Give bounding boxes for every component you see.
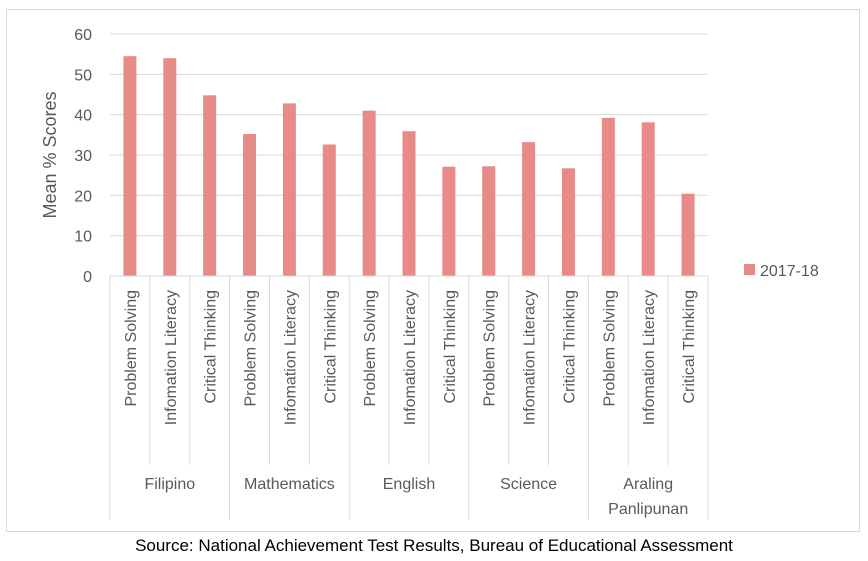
category-label: Problem Solving (243, 290, 260, 407)
category-label: Critical Thinking (681, 290, 698, 404)
bar (601, 117, 615, 276)
category-label: Critical Thinking (203, 290, 220, 404)
category-label: Problem Solving (123, 290, 140, 407)
bars (123, 56, 695, 277)
category-label: Critical Thinking (442, 290, 459, 404)
bar (243, 134, 257, 276)
y-tick-label: 0 (83, 269, 92, 286)
group-label: Panlipunan (608, 501, 688, 518)
y-tick-label: 30 (74, 148, 92, 165)
bar (163, 58, 177, 277)
bar (402, 131, 416, 276)
category-label: Infomation Literacy (402, 290, 419, 425)
y-tick-label: 20 (74, 188, 92, 205)
category-label: Infomation Literacy (522, 290, 539, 425)
bar (442, 166, 456, 276)
category-label: Problem Solving (482, 290, 499, 407)
axis-labels: 0 10 20 30 40 50 60 Mean % Scores Problem Solvin… (40, 27, 698, 518)
legend: 2017-18 (744, 263, 819, 280)
chart-frame (6, 9, 860, 532)
axes (109, 275, 709, 520)
bar (282, 103, 296, 276)
bar (681, 193, 695, 276)
y-tick-label: 50 (74, 67, 92, 84)
bar (641, 122, 655, 276)
category-label: Critical Thinking (322, 290, 339, 404)
source-caption: Source: National Achievement Test Result… (135, 536, 733, 555)
bar (362, 110, 376, 276)
bar (123, 56, 137, 276)
bar (322, 144, 336, 276)
bar (561, 168, 575, 276)
group-label: Science (500, 476, 557, 493)
group-label: Filipino (144, 476, 195, 493)
category-label: Infomation Literacy (163, 290, 180, 425)
y-tick-label: 40 (74, 108, 92, 125)
y-axis-title: Mean % Scores (40, 91, 60, 218)
bar-chart: 0 10 20 30 40 50 60 Mean % Scores Problem Solvin… (40, 27, 819, 520)
category-label: Problem Solving (362, 290, 379, 407)
y-tick-label: 60 (74, 27, 92, 44)
y-tick-label: 10 (74, 229, 92, 246)
category-label: Critical Thinking (561, 290, 578, 404)
bar (203, 95, 217, 276)
bar (482, 166, 496, 276)
legend-swatch (744, 264, 755, 275)
category-label: Problem Solving (601, 290, 618, 407)
group-label: English (383, 476, 435, 493)
group-label: Mathematics (244, 476, 335, 493)
group-label: Araling (623, 476, 673, 493)
legend-label: 2017-18 (760, 263, 819, 280)
category-label: Infomation Literacy (282, 290, 299, 425)
category-label: Infomation Literacy (641, 290, 658, 425)
bar (522, 142, 536, 276)
